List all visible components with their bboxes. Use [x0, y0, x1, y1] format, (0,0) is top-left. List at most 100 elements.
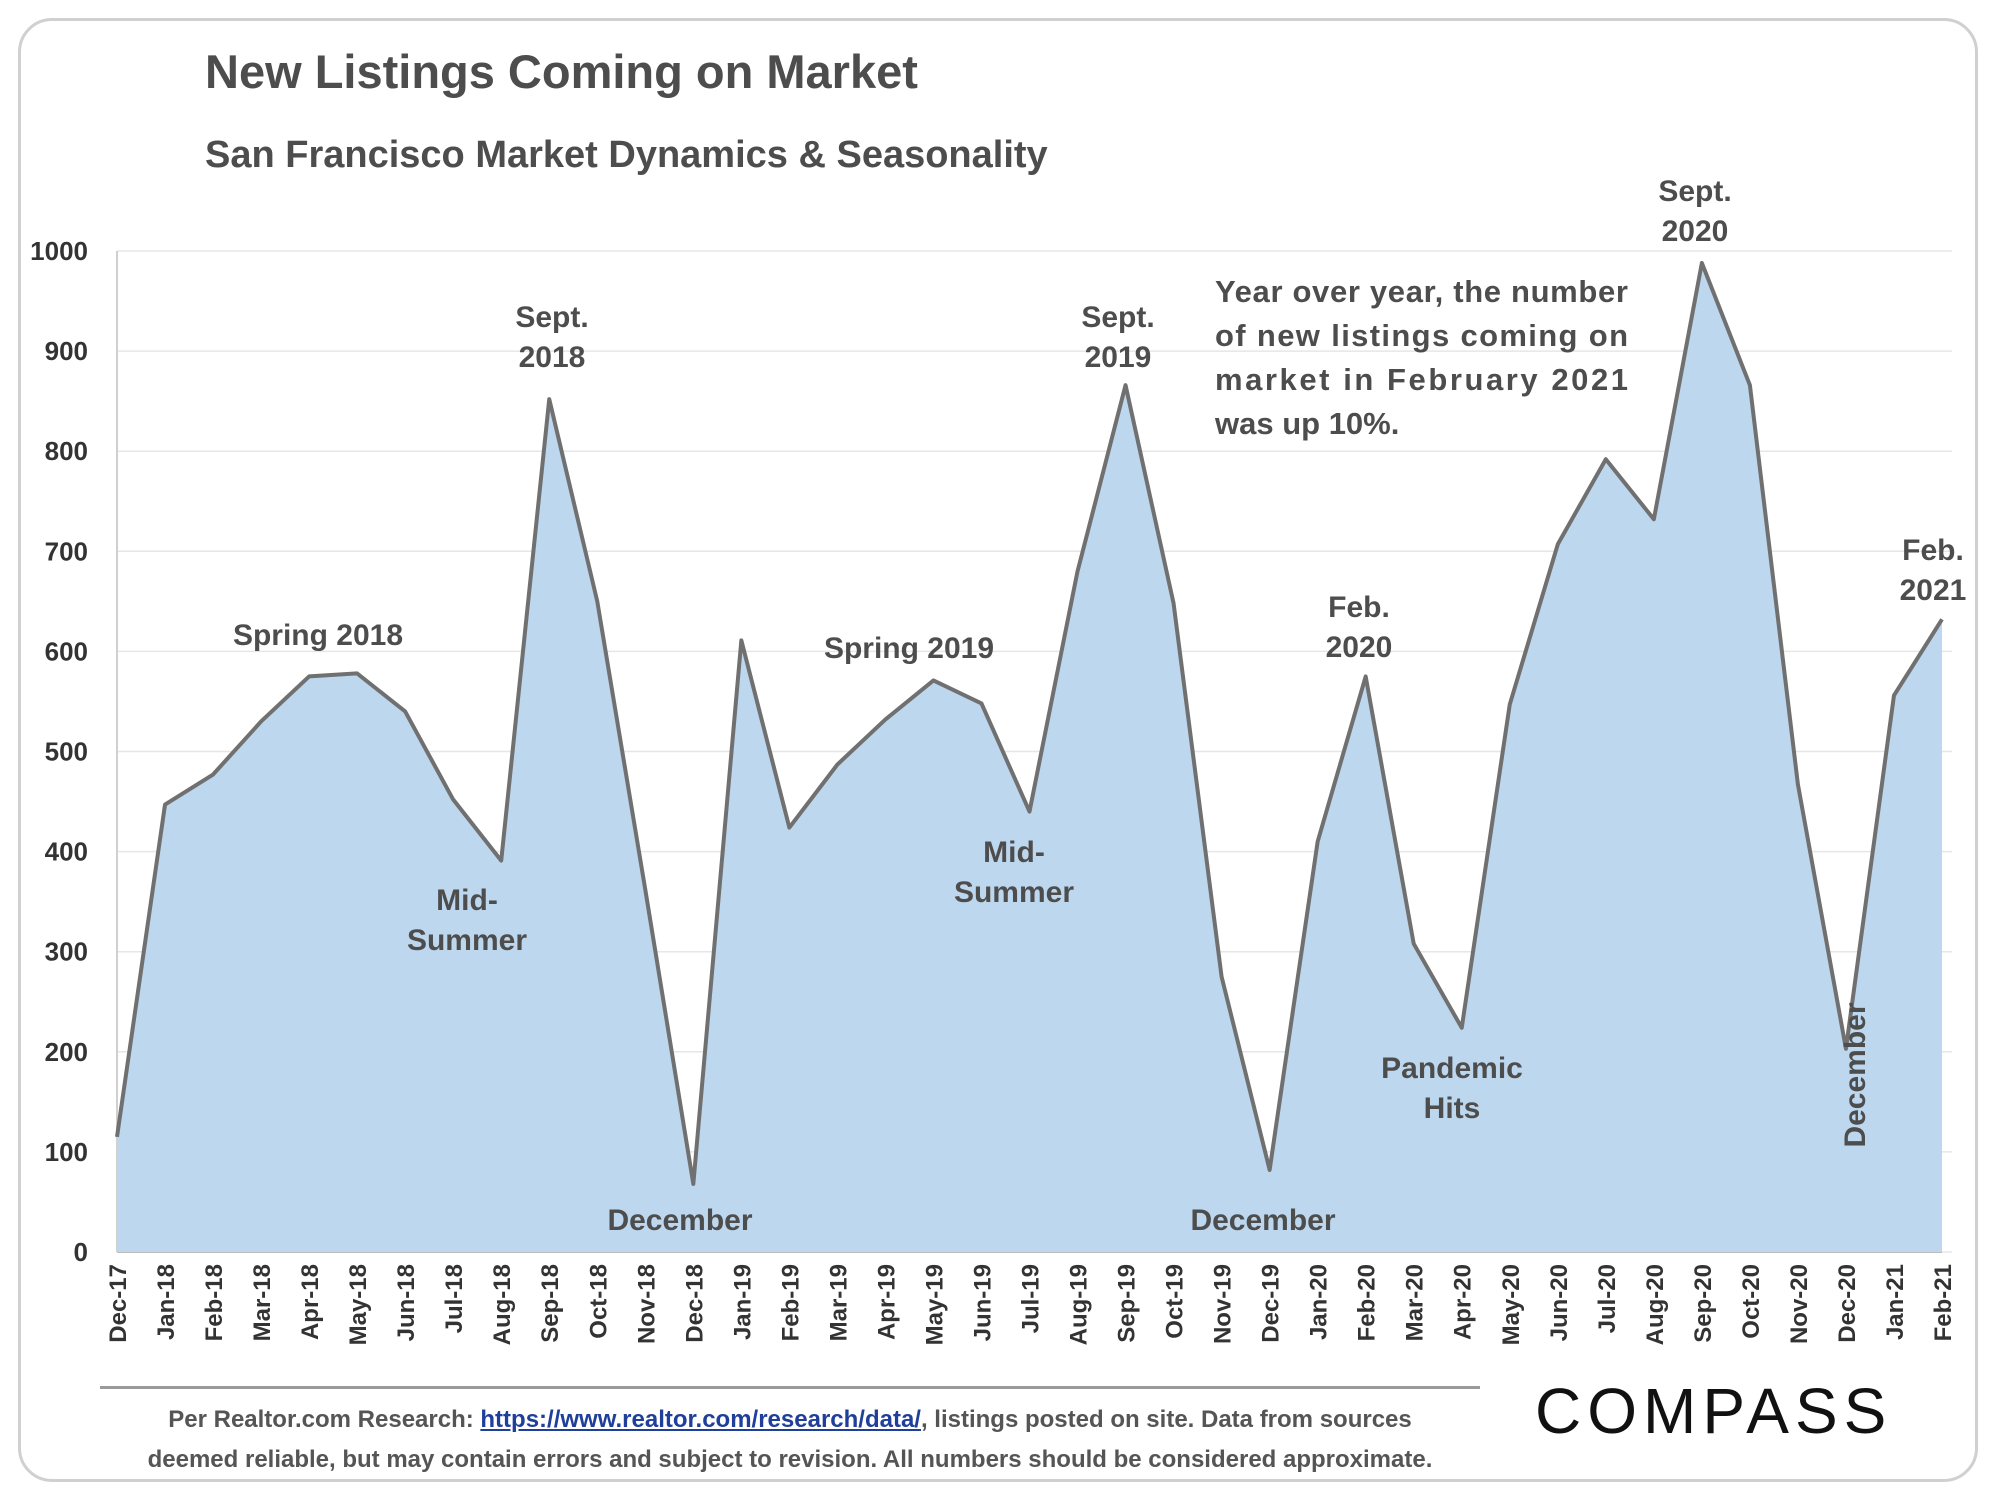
x-tick-label: Nov-19 [1210, 1264, 1237, 1344]
x-tick-label: Sep-20 [1690, 1264, 1717, 1343]
data-point [403, 709, 407, 713]
x-tick-label: Jun-19 [969, 1264, 996, 1341]
series-line [115, 261, 1944, 1186]
annotation-label: Sept. [1658, 175, 1731, 208]
x-tick-label: Dec-19 [1258, 1264, 1285, 1343]
annotation-label: December [1839, 1002, 1872, 1147]
x-tick-label: Aug-19 [1066, 1264, 1093, 1345]
y-tick-label: 200 [45, 1037, 88, 1067]
data-point [1508, 702, 1512, 706]
x-tick-label: Oct-19 [1162, 1264, 1189, 1339]
data-point [1412, 942, 1416, 946]
x-tick-label: May-20 [1498, 1264, 1525, 1345]
annotation-label: Mid- [436, 884, 498, 917]
footer-disclaimer: deemed reliable, but may contain errors … [147, 1446, 1433, 1473]
x-tick-label: Jun-18 [393, 1264, 420, 1341]
x-tick-label: Dec-20 [1834, 1264, 1861, 1343]
note-line: of new listings coming on [1215, 318, 1628, 353]
data-point [259, 719, 263, 723]
annotation-label: Feb. [1328, 591, 1390, 624]
data-point [691, 1182, 695, 1186]
x-tick-label: Sep-18 [537, 1264, 564, 1343]
x-tick-label: Mar-19 [825, 1264, 852, 1341]
annotation-label: December [1190, 1204, 1335, 1237]
data-point [1892, 693, 1896, 697]
data-point [1028, 810, 1032, 814]
y-tick-label: 600 [45, 636, 88, 666]
data-point [547, 397, 551, 401]
area-fill [117, 263, 1942, 1253]
annotation-label: Sept. [515, 301, 588, 334]
data-point [1556, 542, 1560, 546]
data-point [1076, 569, 1080, 573]
annotation-label: Spring 2019 [824, 632, 994, 665]
data-point [115, 1135, 119, 1139]
data-point [787, 826, 791, 830]
data-point [163, 803, 167, 807]
chart-title: New Listings Coming on Market [205, 45, 918, 98]
y-tick-label: 1000 [30, 236, 88, 266]
annotation-label: Hits [1424, 1092, 1481, 1125]
source-link[interactable]: https://www.realtor.com/research/data/ [480, 1406, 921, 1433]
y-tick-label: 900 [45, 336, 88, 366]
annotation-label: Summer [954, 876, 1074, 909]
y-tick-label: 500 [45, 737, 88, 767]
annotation-label: Summer [407, 924, 527, 957]
annotation-label: Pandemic [1381, 1052, 1523, 1085]
x-tick-label: Mar-20 [1402, 1264, 1429, 1341]
note-line: was up 10%. [1214, 406, 1399, 441]
data-point [355, 671, 359, 675]
x-tick-label: Feb-21 [1930, 1264, 1957, 1341]
x-tick-label: Dec-17 [105, 1264, 132, 1343]
annotation-label: 2019 [1085, 341, 1152, 374]
data-point [1460, 1026, 1464, 1030]
x-tick-label: May-18 [345, 1264, 372, 1345]
data-point [1748, 383, 1752, 387]
data-point [739, 638, 743, 642]
data-point [1316, 840, 1320, 844]
x-tick-label: Sep-19 [1114, 1264, 1141, 1343]
x-tick-label: Jan-19 [729, 1264, 756, 1340]
compass-logo: COMPASS [1535, 1375, 1893, 1447]
x-tick-label: May-19 [921, 1264, 948, 1345]
data-point [883, 717, 887, 721]
y-tick-label: 0 [74, 1237, 88, 1267]
x-tick-label: Nov-20 [1786, 1264, 1813, 1344]
x-tick-label: Dec-18 [681, 1264, 708, 1343]
y-tick-label: 100 [45, 1137, 88, 1167]
x-tick-label: Oct-20 [1738, 1264, 1765, 1339]
data-point [1604, 457, 1608, 461]
data-point [643, 888, 647, 892]
annotation-label: 2018 [519, 341, 586, 374]
x-tick-label: Feb-20 [1354, 1264, 1381, 1341]
footer-source-note: Per Realtor.com Research: https://www.re… [100, 1400, 1480, 1480]
data-point [1172, 601, 1176, 605]
footer-divider [100, 1386, 1480, 1389]
y-tick-label: 700 [45, 536, 88, 566]
x-tick-label: Nov-18 [633, 1264, 660, 1344]
y-tick-label: 800 [45, 436, 88, 466]
data-point [499, 859, 503, 863]
data-point [307, 674, 311, 678]
data-point [451, 798, 455, 802]
data-point [1268, 1168, 1272, 1172]
x-tick-label: Jul-19 [1018, 1264, 1045, 1333]
data-point [1940, 617, 1944, 621]
x-tick-label: Apr-20 [1450, 1264, 1477, 1340]
x-tick-label: Jul-20 [1594, 1264, 1621, 1333]
x-tick-label: Apr-18 [297, 1264, 324, 1340]
annotation-label: Feb. [1902, 534, 1964, 567]
annotation-label: 2020 [1662, 215, 1729, 248]
annotation-label: 2021 [1900, 574, 1967, 607]
data-point [1652, 517, 1656, 521]
y-tick-label: 300 [45, 937, 88, 967]
annotation-label: 2020 [1326, 631, 1393, 664]
x-tick-label: Aug-20 [1642, 1264, 1669, 1345]
footer-suffix: , listings posted on site. Data from sou… [920, 1406, 1412, 1433]
x-tick-label: Feb-18 [201, 1264, 228, 1341]
annotation-label: Sept. [1081, 301, 1154, 334]
note-line: Year over year, the number [1215, 274, 1628, 309]
data-point [931, 678, 935, 682]
data-point [1124, 383, 1128, 387]
